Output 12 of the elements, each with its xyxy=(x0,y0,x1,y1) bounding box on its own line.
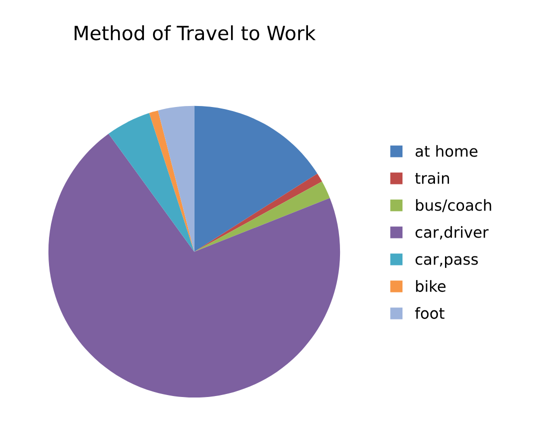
pie-slice xyxy=(108,113,194,252)
pie-slice xyxy=(48,134,340,398)
legend-label: car,pass xyxy=(416,256,478,268)
chart-title: Method of Travel to Work xyxy=(74,25,316,40)
legend-label: train xyxy=(415,172,449,184)
legend-label: bike xyxy=(416,280,446,292)
legend-label: at home xyxy=(416,145,478,157)
pie-slice xyxy=(158,106,194,252)
legend-label: bus/coach xyxy=(416,199,492,212)
pie-slice xyxy=(194,106,318,252)
legend-label: foot xyxy=(415,307,444,319)
legend-label: car,driver xyxy=(416,226,489,240)
